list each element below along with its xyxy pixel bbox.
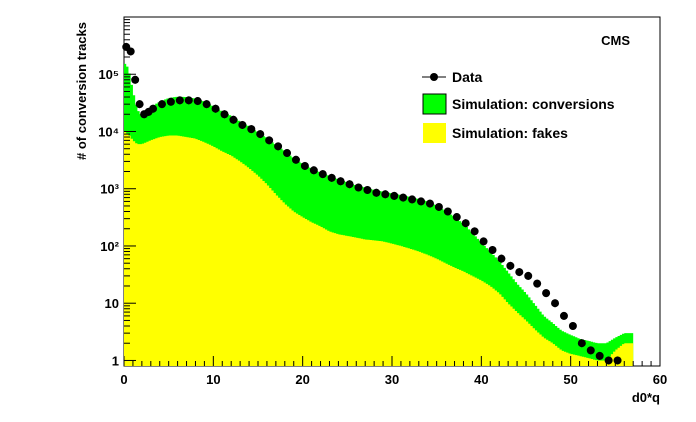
legend-label-fakes: Simulation: fakes <box>452 125 568 141</box>
experiment-label: CMS <box>601 33 630 48</box>
x-tick-label: 30 <box>385 372 399 387</box>
data-point <box>336 177 345 186</box>
data-point <box>559 311 568 320</box>
data-point <box>604 356 613 365</box>
data-point <box>524 271 533 280</box>
data-point <box>542 289 551 298</box>
legend-label-data: Data <box>452 69 483 85</box>
y-tick-label: 10² <box>100 239 119 254</box>
data-point <box>229 115 238 124</box>
y-tick-label: 10⁵ <box>98 67 119 82</box>
y-axis-title: # of conversion tracks <box>74 22 89 160</box>
data-point <box>135 100 144 109</box>
data-point <box>408 195 417 204</box>
histogram-fills <box>124 63 634 366</box>
data-point <box>309 166 318 175</box>
data-point <box>184 96 193 105</box>
data-points <box>122 42 622 365</box>
data-point <box>238 120 247 129</box>
x-tick-label: 40 <box>474 372 488 387</box>
data-point <box>443 207 452 216</box>
data-point <box>515 268 524 277</box>
data-point <box>595 351 604 360</box>
legend-item-data: Data <box>422 69 483 85</box>
data-point <box>166 97 175 106</box>
data-point <box>300 161 309 170</box>
data-point <box>131 75 140 84</box>
data-point <box>434 202 443 211</box>
data-point <box>390 191 399 200</box>
data-point <box>265 136 274 145</box>
data-point <box>202 100 211 109</box>
data-point <box>157 100 166 109</box>
data-point <box>274 142 283 151</box>
data-point <box>613 356 622 365</box>
legend: Data Simulation: conversions Simulation:… <box>422 69 615 143</box>
data-point <box>354 183 363 192</box>
x-tick-label: 50 <box>563 372 577 387</box>
data-point <box>417 197 426 206</box>
data-point <box>283 149 292 158</box>
data-point <box>551 299 560 308</box>
data-point <box>220 110 229 119</box>
x-axis-title: d0*q <box>632 390 660 405</box>
legend-item-conversions: Simulation: conversions <box>422 93 615 115</box>
data-point <box>149 104 158 113</box>
x-tick-label: 0 <box>120 372 127 387</box>
data-point <box>327 173 336 182</box>
data-point <box>488 246 497 255</box>
data-point <box>586 346 595 355</box>
data-point <box>479 237 488 246</box>
data-point <box>291 155 300 164</box>
y-tick-label: 10³ <box>100 182 119 197</box>
data-point <box>211 104 220 113</box>
data-point <box>497 254 506 263</box>
data-point <box>318 170 327 179</box>
data-point <box>256 130 265 139</box>
data-point <box>425 199 434 208</box>
data-point <box>568 321 577 330</box>
data-point <box>126 47 135 56</box>
data-point <box>372 188 381 197</box>
data-point <box>399 193 408 202</box>
data-point <box>452 213 461 222</box>
data-point <box>363 186 372 195</box>
x-tick-label: 20 <box>295 372 309 387</box>
data-point <box>193 97 202 106</box>
data-point <box>470 227 479 236</box>
y-tick-label: 1 <box>112 353 119 368</box>
x-tick-label: 10 <box>206 372 220 387</box>
data-point <box>533 279 542 288</box>
data-point <box>381 190 390 199</box>
data-point <box>247 125 256 134</box>
data-point <box>175 96 184 105</box>
data-point <box>506 261 515 270</box>
x-tick-label: 60 <box>653 372 667 387</box>
legend-item-fakes: Simulation: fakes <box>423 123 568 143</box>
y-tick-label: 10⁴ <box>98 124 119 139</box>
data-point <box>345 180 354 189</box>
data-point <box>577 339 586 348</box>
y-tick-label: 10 <box>105 296 119 311</box>
legend-label-conversions: Simulation: conversions <box>452 96 615 112</box>
axes: 0 10 20 30 40 50 60 1 10 10² 10³ 10⁴ 10⁵ <box>98 19 667 387</box>
data-point <box>461 219 470 228</box>
series-fakes-fill <box>124 132 634 366</box>
